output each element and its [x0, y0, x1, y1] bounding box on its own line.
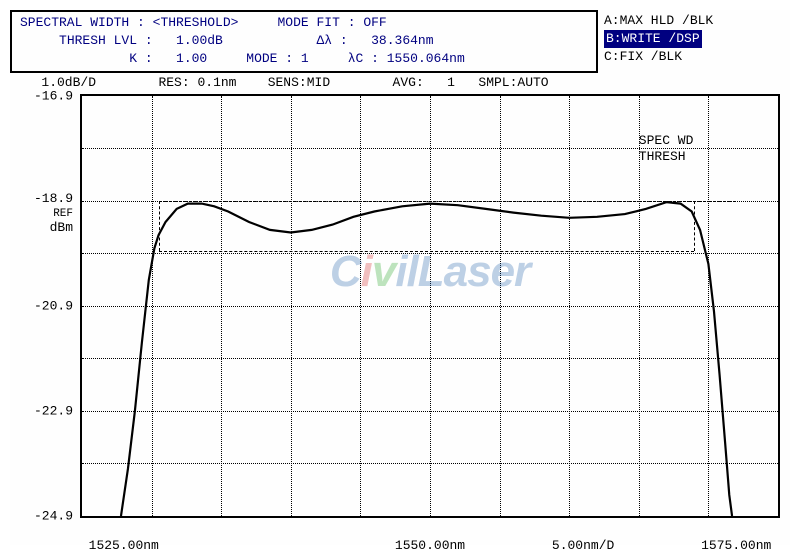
y-tick-label: -22.9 [34, 403, 73, 418]
x-tick-label: 1550.00nm [395, 538, 465, 553]
res-value: 0.1nm [197, 75, 236, 90]
thresh-lvl-value: 1.00dB [176, 32, 223, 50]
spectral-width-label: SPECTRAL WIDTH : [20, 14, 145, 32]
lambda-c-label: λC : [348, 50, 379, 68]
spectral-width-value: <THRESHOLD> [153, 14, 239, 32]
trace-c-row: C:FIX /BLK [604, 48, 784, 66]
header-row-1: SPECTRAL WIDTH : <THRESHOLD> MODE FIT : … [20, 14, 588, 32]
smpl-label: SMPL: [478, 75, 517, 90]
sens-label: SENS: [268, 75, 307, 90]
y-tick-label: -24.9 [34, 508, 73, 523]
y-axis-labels: -16.9 -18.9 REF dBm -20.9 -22.9 -24.9 [22, 96, 77, 516]
delta-lambda-label: Δλ : [316, 32, 347, 50]
mode-value: 1 [301, 50, 309, 68]
mode-fit-value: OFF [363, 14, 386, 32]
lambda-c-value: 1550.064nm [387, 50, 465, 68]
smpl-value: AUTO [517, 75, 548, 90]
res-label: RES: [158, 75, 189, 90]
k-value: 1.00 [176, 50, 207, 68]
mode-fit-label: MODE FIT : [277, 14, 355, 32]
spectrum-chart: -16.9 -18.9 REF dBm -20.9 -22.9 -24.9 15… [80, 94, 780, 518]
ref-label: -18.9 REF dBm [22, 192, 73, 235]
header-row-2: THRESH LVL : 1.00dB Δλ : 38.364nm [20, 32, 588, 50]
header-left-panel: SPECTRAL WIDTH : <THRESHOLD> MODE FIT : … [10, 10, 598, 73]
k-label: K : [129, 50, 152, 68]
trace-b-selected: B:WRITE /DSP [604, 30, 702, 48]
header: SPECTRAL WIDTH : <THRESHOLD> MODE FIT : … [10, 10, 790, 73]
thresh-lvl-label: THRESH LVL : [59, 32, 153, 50]
param-row: 1.0dB/D RES: 0.1nm SENS: MID AVG: 1 SMPL… [10, 73, 790, 92]
x-per-div-label: 5.00nm/D [552, 538, 614, 553]
x-tick-label: 1575.00nm [701, 538, 771, 553]
mode-label: MODE : [246, 50, 293, 68]
sens-value: MID [307, 75, 330, 90]
header-right-panel: A:MAX HLD /BLK B:WRITE /DSP C:FIX /BLK [598, 10, 790, 73]
delta-lambda-value: 38.364nm [371, 32, 433, 50]
trace-b-row: B:WRITE /DSP [604, 30, 784, 48]
avg-label: AVG: [393, 75, 424, 90]
spectrum-curve [82, 96, 778, 516]
y-tick-label: -20.9 [34, 298, 73, 313]
x-tick-label: 1525.00nm [89, 538, 159, 553]
header-row-3: K : 1.00 MODE : 1 λC : 1550.064nm [20, 50, 588, 68]
avg-value: 1 [447, 75, 455, 90]
analyzer-screen: SPECTRAL WIDTH : <THRESHOLD> MODE FIT : … [10, 10, 790, 545]
y-tick-label: -16.9 [34, 88, 73, 103]
trace-a-row: A:MAX HLD /BLK [604, 12, 784, 30]
